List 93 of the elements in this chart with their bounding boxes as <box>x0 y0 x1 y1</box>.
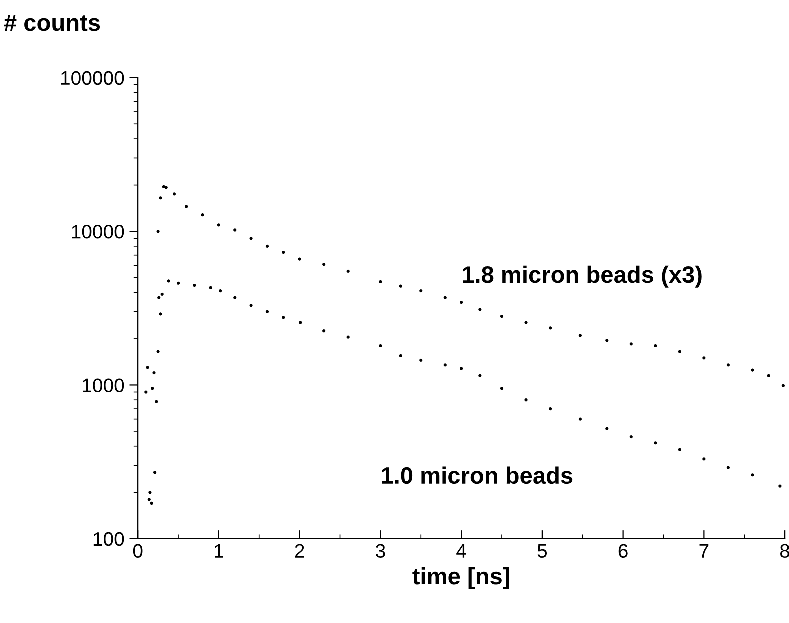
point <box>606 339 609 342</box>
x-tick-label: 1 <box>215 544 224 558</box>
point <box>164 186 168 190</box>
point <box>678 448 682 452</box>
point <box>444 364 447 367</box>
x-axis-title: time [ns] <box>412 567 510 590</box>
x-tick-label: 4 <box>456 544 466 558</box>
point <box>702 458 706 461</box>
point <box>379 344 382 348</box>
point <box>630 342 633 346</box>
point <box>751 368 754 372</box>
point <box>146 366 150 370</box>
point <box>500 387 504 390</box>
point <box>217 224 220 227</box>
point <box>460 301 464 304</box>
point <box>654 442 658 445</box>
point <box>678 350 682 354</box>
point <box>444 296 447 300</box>
point <box>266 244 270 248</box>
point <box>751 474 754 477</box>
point <box>630 435 633 439</box>
point <box>524 321 528 324</box>
point <box>150 502 154 506</box>
point <box>399 354 402 358</box>
point <box>346 270 350 273</box>
point <box>167 280 170 283</box>
point <box>201 214 204 217</box>
point <box>152 372 156 375</box>
point <box>782 384 785 388</box>
point <box>209 286 212 290</box>
point <box>156 350 160 354</box>
point <box>159 312 162 316</box>
x-tick-label: 3 <box>376 544 386 558</box>
y-axis-title: # counts <box>4 14 100 32</box>
point <box>162 185 166 189</box>
x-tick-label: 7 <box>700 544 709 558</box>
point <box>158 296 161 300</box>
point <box>460 367 464 370</box>
point <box>151 387 154 390</box>
point <box>154 471 157 474</box>
point <box>322 330 326 333</box>
point <box>778 484 782 488</box>
x-tick-label: 2 <box>295 544 304 558</box>
point <box>298 258 302 261</box>
series-label: 1.0 micron beads <box>382 466 573 484</box>
point <box>250 304 253 308</box>
y-tick-label: 100 <box>94 532 124 546</box>
point <box>767 374 770 378</box>
point <box>219 290 222 293</box>
point <box>148 491 152 494</box>
point <box>159 196 162 200</box>
point <box>346 336 350 339</box>
point <box>379 280 382 284</box>
point <box>234 228 237 232</box>
point <box>160 292 164 296</box>
x-tick-label: 5 <box>538 544 548 558</box>
point <box>654 344 658 348</box>
point <box>606 427 609 430</box>
x-tick-label: 6 <box>618 544 628 558</box>
point <box>185 205 188 208</box>
point <box>702 356 706 360</box>
point <box>578 418 582 421</box>
point <box>399 284 402 288</box>
point <box>234 296 237 300</box>
point <box>548 326 552 330</box>
point <box>500 314 504 318</box>
point <box>524 398 528 402</box>
point <box>282 316 286 320</box>
point <box>548 407 552 411</box>
point <box>156 230 160 234</box>
point <box>726 364 730 367</box>
series-label: 1.8 micron beads (x3) <box>463 266 702 288</box>
x-tick-label: 0 <box>133 544 143 558</box>
point <box>420 358 423 362</box>
point <box>478 374 482 378</box>
point <box>266 310 270 314</box>
point <box>299 321 302 324</box>
point <box>172 192 176 196</box>
point <box>420 290 423 293</box>
point <box>144 390 148 394</box>
point <box>282 251 286 254</box>
point <box>578 334 582 338</box>
point <box>726 466 730 470</box>
point <box>148 498 151 502</box>
point <box>155 400 158 404</box>
point <box>193 284 196 288</box>
point <box>250 237 253 240</box>
y-tick-label: 10000 <box>72 225 124 239</box>
y-tick-label: 1000 <box>83 378 124 392</box>
y-tick-label: 100000 <box>61 71 124 86</box>
point <box>176 282 180 285</box>
point <box>478 308 482 312</box>
point <box>322 262 326 266</box>
